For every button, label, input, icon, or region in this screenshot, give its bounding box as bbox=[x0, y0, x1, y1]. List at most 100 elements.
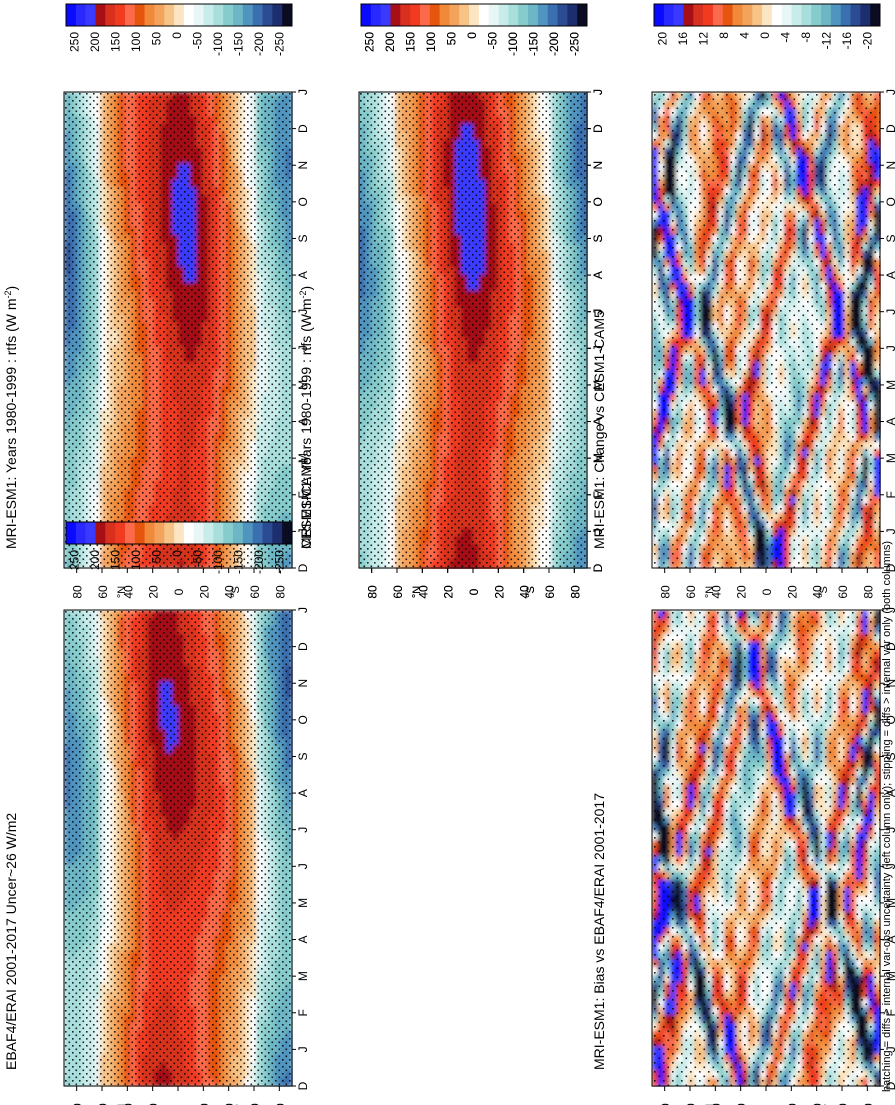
lat-tick-label: 40 bbox=[416, 585, 430, 599]
colorbar-swatch bbox=[213, 4, 224, 26]
lat-tick-label: 80 bbox=[273, 585, 287, 599]
colorbar-swatch bbox=[193, 4, 204, 26]
colorbar-label: 200 bbox=[383, 32, 397, 52]
month-label: A bbox=[296, 418, 310, 426]
colorbar-label: 150 bbox=[108, 32, 122, 52]
month-label: A bbox=[296, 271, 310, 279]
month-label: M bbox=[296, 453, 310, 463]
month-label: O bbox=[296, 197, 310, 206]
colorbar-swatch bbox=[233, 4, 244, 26]
month-label: S bbox=[591, 234, 605, 242]
month-label: J bbox=[296, 89, 310, 95]
lat-tick-label: 20 bbox=[147, 585, 161, 599]
month-label: J bbox=[591, 309, 605, 315]
month-label: N bbox=[296, 161, 310, 170]
lat-tick-label: 60 bbox=[96, 585, 110, 599]
month-label: A bbox=[591, 418, 605, 426]
lat-tick-label: 40 bbox=[121, 585, 135, 599]
month-label: J bbox=[296, 528, 310, 534]
colorbar-label: 150 bbox=[403, 32, 417, 52]
colorbar-swatch bbox=[124, 4, 136, 26]
panel-title: MRI-ESM1: Years 1980-1999 : rtfs (W m-2) bbox=[298, 286, 314, 549]
colorbar-label: 50 bbox=[149, 32, 163, 46]
colorbar-label: -100 bbox=[506, 32, 520, 56]
plot-area bbox=[63, 609, 293, 1087]
month-label: J bbox=[591, 345, 605, 351]
panel-rtfs-mri-left: MRI-ESM1: Years 1980-1999 : rtfs (W m-2)… bbox=[3, 3, 310, 599]
colorbar-swatch bbox=[272, 4, 283, 26]
lat-tick-label: 40 bbox=[223, 585, 237, 599]
colorbar-label: 0 bbox=[465, 32, 479, 39]
hemisphere-label: °S bbox=[230, 586, 242, 598]
lat-tick-label: 0 bbox=[172, 588, 186, 595]
colorbar-label: 250 bbox=[67, 32, 81, 52]
colorbar-swatch bbox=[105, 4, 116, 26]
colorbar-swatch bbox=[252, 4, 263, 26]
month-label: N bbox=[591, 161, 605, 170]
month-label: S bbox=[296, 234, 310, 242]
colorbar-swatch bbox=[75, 4, 86, 26]
colorbar-label: 250 bbox=[362, 32, 376, 52]
colorbar-swatch bbox=[223, 4, 234, 26]
month-label: D bbox=[591, 563, 605, 572]
latitude-axis: 80 60 40 20 0 20 40 60 80 °N °S bbox=[71, 568, 287, 599]
colorbar-label: -250 bbox=[273, 32, 287, 56]
colorbar-frame bbox=[65, 3, 293, 27]
colorbar-label: 200 bbox=[88, 32, 102, 52]
lat-tick-label: 0 bbox=[467, 588, 481, 595]
colorbar: 250 200 150 100 50 0 -50 -100 -150 -200 -250 bbox=[65, 3, 293, 56]
month-label: D bbox=[296, 124, 310, 133]
month-label: D bbox=[591, 124, 605, 133]
hemisphere-label: °N bbox=[411, 586, 423, 598]
lat-tick-label: 60 bbox=[248, 585, 262, 599]
lat-tick-label: 80 bbox=[366, 585, 380, 599]
colorbar-swatch bbox=[66, 4, 77, 26]
lat-tick-label: 20 bbox=[197, 585, 211, 599]
colorbar-swatch bbox=[164, 4, 175, 26]
lat-tick-label: 60 bbox=[391, 585, 405, 599]
hemisphere-label: °S bbox=[525, 586, 537, 598]
colorbar-label: -150 bbox=[232, 32, 246, 56]
colorbar-label: -250 bbox=[568, 32, 582, 56]
panel-title-group: MRI-ESM1: Years 1980-1999 : rtfs (W m-2) bbox=[298, 286, 314, 549]
colorbar-swatch bbox=[242, 4, 253, 26]
colorbar-label: -50 bbox=[486, 32, 500, 50]
colorbar-swatch bbox=[183, 4, 195, 26]
month-label: J bbox=[591, 528, 605, 534]
month-label: J bbox=[296, 345, 310, 351]
month-label: A bbox=[591, 271, 605, 279]
panel-title: EBAF4/ERAI 2001-2017 Uncer~26 W/m2 bbox=[3, 813, 19, 1070]
month-label: M bbox=[591, 380, 605, 390]
month-label: J bbox=[591, 89, 605, 95]
colorbar-swatch bbox=[154, 4, 165, 26]
colorbar-swatch bbox=[144, 4, 155, 26]
colorbar-swatch bbox=[203, 4, 214, 26]
colorbar-label: 0 bbox=[170, 32, 184, 39]
colorbar-swatch bbox=[85, 4, 96, 26]
month-label: M bbox=[591, 453, 605, 463]
colorbar-label: 100 bbox=[424, 32, 438, 52]
lat-tick-label: 40 bbox=[518, 585, 532, 599]
colorbar-label: -50 bbox=[191, 32, 205, 50]
colorbar-swatch bbox=[282, 4, 293, 26]
month-label: F bbox=[591, 491, 605, 498]
month-label: D bbox=[296, 563, 310, 572]
colorbar-label: -200 bbox=[252, 32, 266, 56]
lat-tick-label: 60 bbox=[543, 585, 557, 599]
colorbar-label: 50 bbox=[444, 32, 458, 46]
colorbar-swatch bbox=[115, 4, 126, 26]
colorbar-label: -150 bbox=[527, 32, 541, 56]
colorbar-swatch bbox=[134, 4, 145, 26]
colorbar-swatch bbox=[95, 4, 106, 26]
panel-title-group: MRI-ESM1: Years 1980-1999 : rtfs (W m-2) bbox=[3, 286, 19, 549]
lat-tick-label: 20 bbox=[442, 585, 456, 599]
colorbar-label: -200 bbox=[547, 32, 561, 56]
hemisphere-label: °N bbox=[116, 586, 128, 598]
lat-tick-label: 80 bbox=[71, 585, 85, 599]
colorbar-label: 100 bbox=[129, 32, 143, 52]
panel-title-group: EBAF4/ERAI 2001-2017 Uncer~26 W/m2 bbox=[3, 813, 19, 1070]
